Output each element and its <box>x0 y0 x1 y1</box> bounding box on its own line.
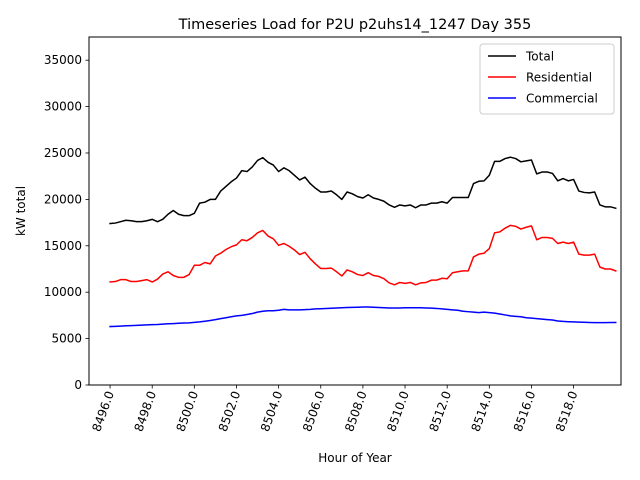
legend-box <box>479 43 615 115</box>
legend: Total Residential Commercial <box>479 43 615 115</box>
y-axis-label: kW total <box>14 186 28 236</box>
y-tick-label: 25000 <box>44 146 82 160</box>
legend-label-residential: Residential <box>526 71 592 85</box>
legend-label-total: Total <box>525 50 554 64</box>
y-tick-label: 20000 <box>44 192 82 206</box>
series-line-total <box>109 156 617 225</box>
plot-frame <box>88 36 622 386</box>
y-tick-label: 15000 <box>44 239 82 253</box>
x-axis-label: Hour of Year <box>318 451 392 465</box>
y-tick-label: 0 <box>74 378 82 392</box>
y-tick-label: 5000 <box>51 332 82 346</box>
series-layer <box>109 156 617 328</box>
chart-title: Timeseries Load for P2U p2uhs14_1247 Day… <box>178 17 532 33</box>
series-line-residential <box>109 224 617 286</box>
y-tick-label: 10000 <box>44 285 82 299</box>
series-line-commercial <box>109 306 617 328</box>
y-tick-label: 35000 <box>44 53 82 67</box>
y-tick-label: 30000 <box>44 100 82 114</box>
legend-label-commercial: Commercial <box>526 92 598 106</box>
